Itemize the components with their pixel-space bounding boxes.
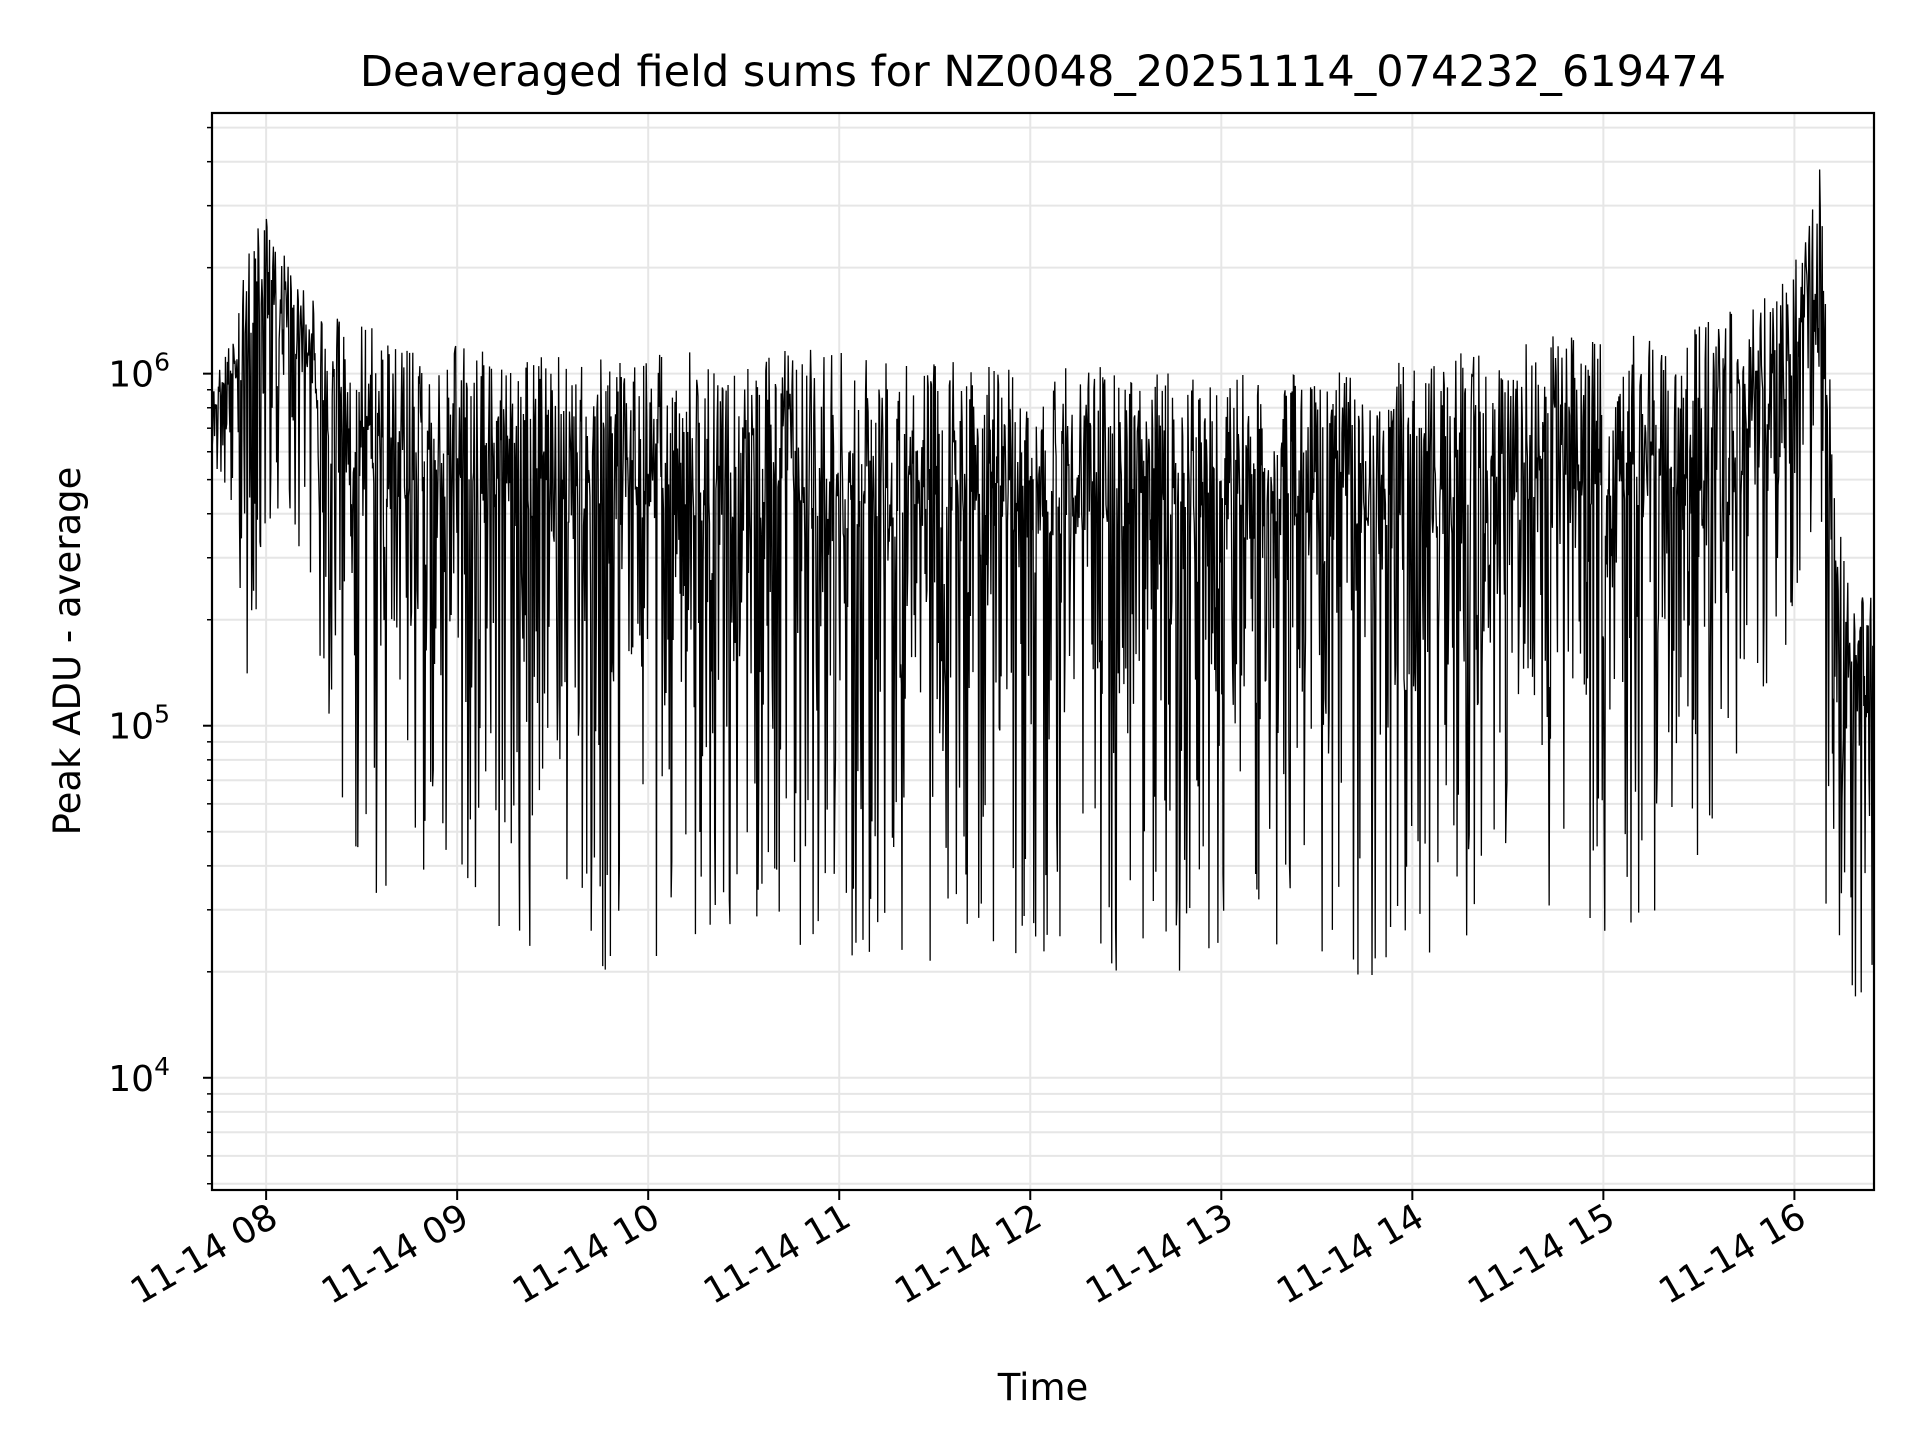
series-line (211, 169, 1875, 997)
x-axis-label: Time (997, 1366, 1089, 1409)
plot-frame (210, 111, 1876, 1192)
y-tick-label: 104 (108, 1052, 170, 1100)
y-tick-label: 106 (108, 348, 170, 396)
y-tick-label: 105 (108, 700, 170, 748)
data-layer (211, 169, 1875, 997)
chart-title: Deaveraged field sums for NZ0048_2025111… (360, 47, 1726, 97)
y-axis-label: Peak ADU - average (46, 467, 89, 836)
